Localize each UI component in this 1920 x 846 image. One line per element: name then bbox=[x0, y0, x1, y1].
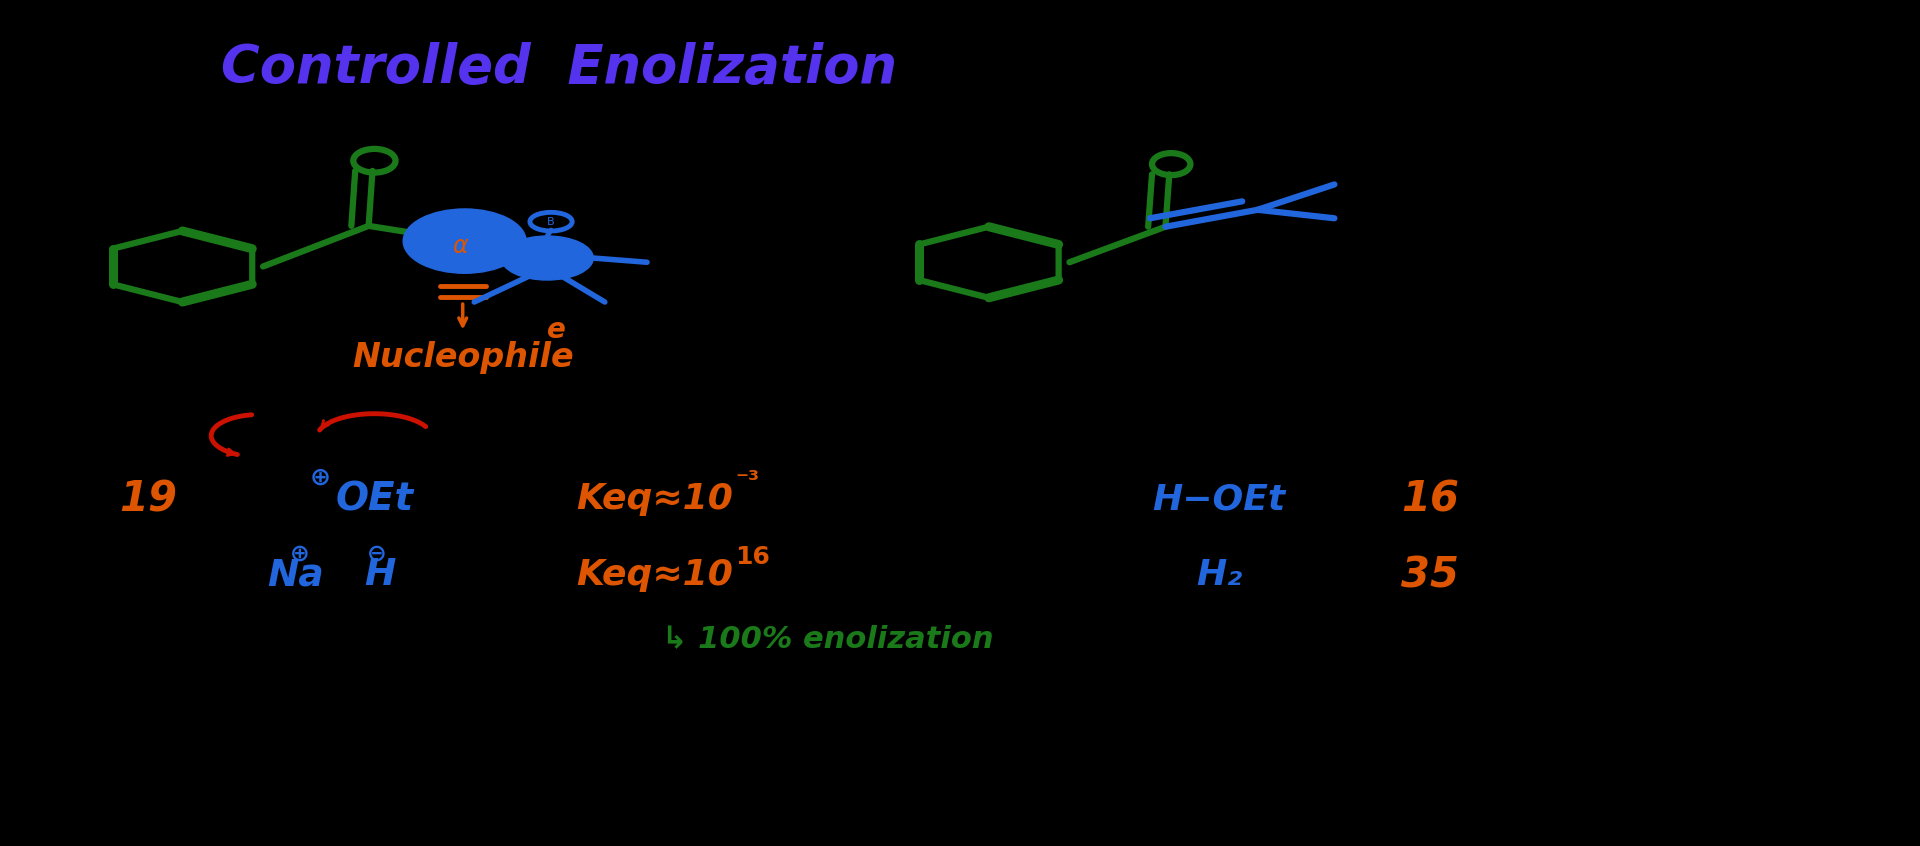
Text: OEt: OEt bbox=[336, 481, 415, 518]
Text: B: B bbox=[547, 217, 555, 227]
Text: Keq≈10: Keq≈10 bbox=[576, 482, 733, 516]
Text: ⁻³: ⁻³ bbox=[735, 469, 760, 492]
Ellipse shape bbox=[403, 209, 526, 273]
Text: ⊖: ⊖ bbox=[367, 542, 386, 566]
Text: ↳ 100% enolization: ↳ 100% enolization bbox=[662, 624, 995, 653]
Text: ⊕: ⊕ bbox=[311, 466, 330, 490]
Text: 35: 35 bbox=[1402, 554, 1459, 596]
Text: Na: Na bbox=[267, 558, 324, 593]
Text: Controlled  Enolization: Controlled Enolization bbox=[221, 42, 897, 94]
Text: Nucleophile: Nucleophile bbox=[351, 341, 574, 374]
Text: 16: 16 bbox=[1402, 478, 1459, 520]
Text: H₂: H₂ bbox=[1196, 558, 1242, 592]
Text: ⊕: ⊕ bbox=[290, 542, 309, 566]
Text: 16: 16 bbox=[735, 545, 770, 569]
Text: H−OEt: H−OEt bbox=[1152, 482, 1286, 516]
Ellipse shape bbox=[501, 236, 593, 280]
Text: e: e bbox=[547, 316, 566, 343]
Text: Keq≈10: Keq≈10 bbox=[576, 558, 733, 592]
Text: H: H bbox=[365, 558, 396, 593]
Text: $\alpha$: $\alpha$ bbox=[453, 234, 468, 258]
Text: 19: 19 bbox=[119, 478, 177, 520]
